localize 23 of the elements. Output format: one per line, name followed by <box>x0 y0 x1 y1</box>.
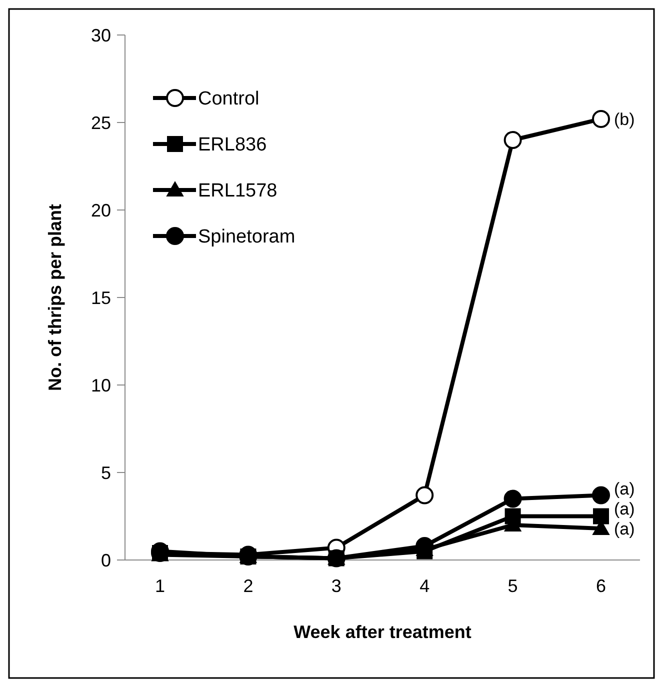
y-tick-label: 10 <box>90 375 111 396</box>
legend-label: ERL1578 <box>198 180 278 202</box>
x-tick-label: 1 <box>154 576 166 596</box>
x-tick-label: 6 <box>596 576 606 596</box>
annotation: (a) <box>614 479 635 498</box>
annotation: (a) <box>614 519 635 538</box>
y-tick-label: 15 <box>90 288 111 308</box>
x-tick-label: 5 <box>508 576 518 596</box>
annotation: (a) <box>614 499 635 518</box>
y-tick-label: 5 <box>100 462 111 483</box>
legend-label: Control <box>198 88 260 110</box>
y-tick-label: 25 <box>90 112 111 133</box>
x-tick-label: 4 <box>420 576 430 596</box>
y-tick-label: 20 <box>90 200 111 220</box>
annotation: (b) <box>614 110 635 129</box>
y-tick-label: 0 <box>100 550 111 570</box>
x-tick-label: 3 <box>331 576 342 596</box>
x-tick-label: 2 <box>243 576 254 596</box>
y-axis-title: No. of thrips per plant <box>45 204 65 391</box>
y-tick-label: 30 <box>90 25 111 46</box>
x-axis-title: Week after treatment <box>294 622 472 642</box>
legend-label: Spinetoram <box>198 226 296 248</box>
legend-label: ERL836 <box>198 134 267 156</box>
